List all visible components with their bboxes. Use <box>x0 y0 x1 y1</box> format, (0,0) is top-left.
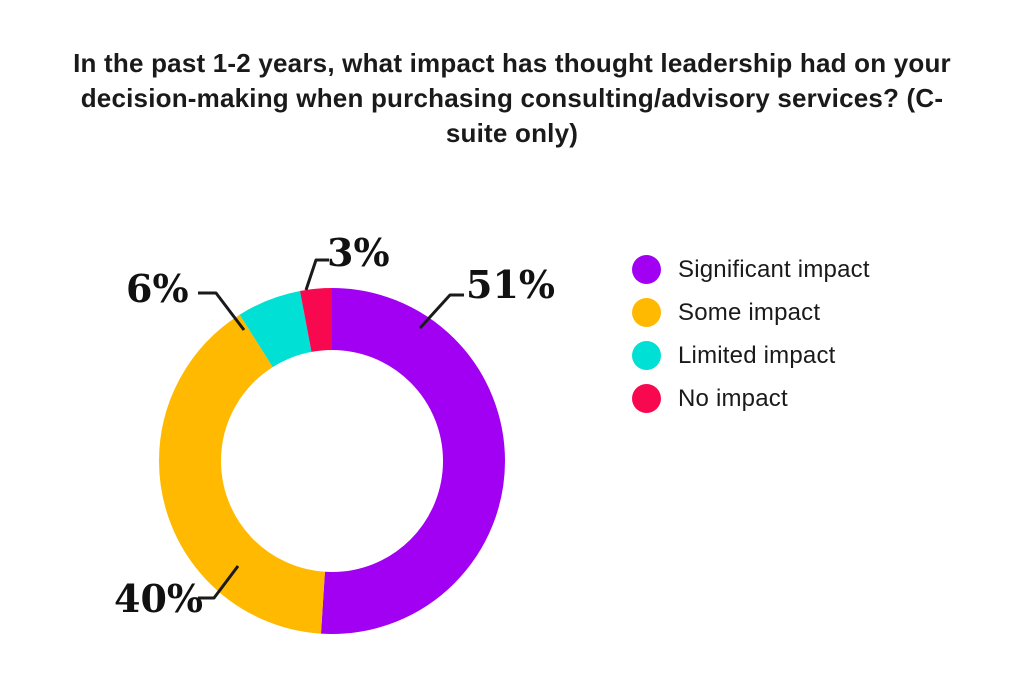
legend-label: No impact <box>678 384 788 412</box>
leader-line-51 <box>418 293 464 330</box>
legend-label: Significant impact <box>678 255 870 283</box>
legend-item-significant: Significant impact <box>632 248 870 291</box>
callout-label-some: 40% <box>114 576 203 621</box>
leader-line-3 <box>304 258 329 291</box>
chart-title: In the past 1-2 years, what impact has t… <box>73 48 951 149</box>
legend-dot <box>632 255 661 284</box>
legend-dot <box>632 298 661 327</box>
legend: Significant impact Some impact Limited i… <box>632 248 870 420</box>
callout-label-significant: 51% <box>466 262 555 307</box>
legend-label: Some impact <box>678 298 821 326</box>
callout-label-no: 3% <box>327 230 390 275</box>
legend-dot <box>632 341 661 370</box>
legend-item-limited: Limited impact <box>632 334 870 377</box>
donut-segments <box>159 288 505 634</box>
leader-lines <box>198 258 464 600</box>
callout-label-limited: 6% <box>126 266 189 311</box>
legend-label: Limited impact <box>678 341 836 369</box>
legend-dot <box>632 384 661 413</box>
donut-segment-1 <box>159 288 505 634</box>
donut-segment-3 <box>159 288 505 634</box>
leader-line-6 <box>198 291 246 331</box>
legend-item-some: Some impact <box>632 291 870 334</box>
legend-item-no: No impact <box>632 377 870 420</box>
leader-line-40 <box>198 565 240 600</box>
